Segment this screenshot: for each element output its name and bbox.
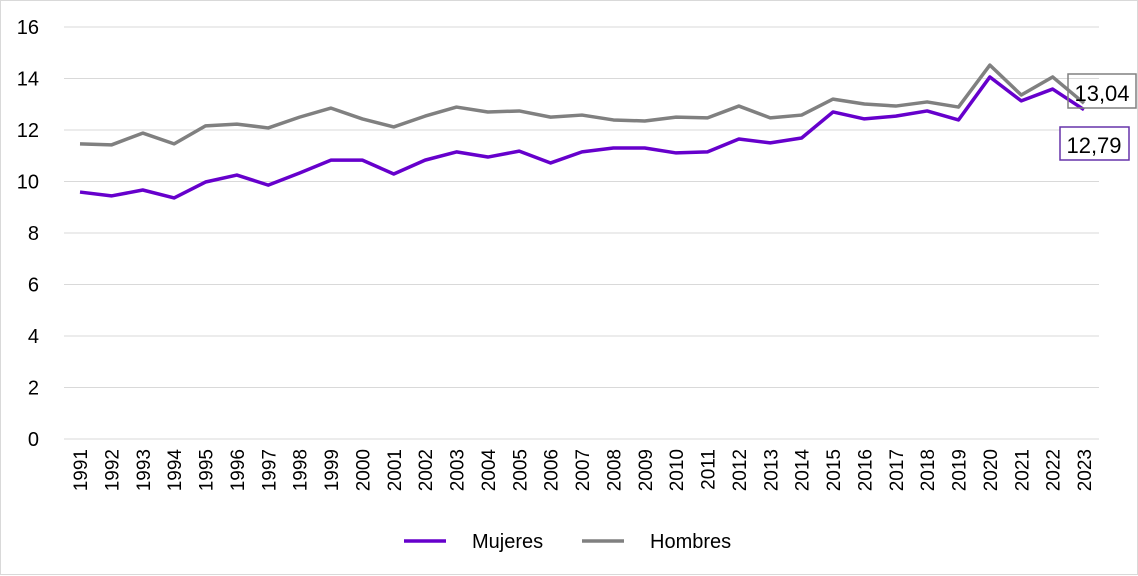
x-tick-label: 2010 <box>667 449 688 491</box>
x-tick-label: 1996 <box>228 449 249 491</box>
legend-label-mujeres: Mujeres <box>472 531 543 553</box>
x-tick-label: 2011 <box>699 449 720 490</box>
series-line-mujeres <box>79 75 1085 200</box>
x-tick-label: 2020 <box>981 449 1002 491</box>
y-tick-label: 0 <box>28 429 39 451</box>
x-tick-label: 2017 <box>887 449 908 491</box>
x-tick-label: 2018 <box>918 449 939 491</box>
x-tick-label: 2009 <box>636 449 657 491</box>
data-label-hombres: 13,04 <box>1074 81 1129 106</box>
x-tick-label: 2001 <box>385 449 406 491</box>
x-tick-label: 2019 <box>950 449 971 491</box>
x-tick-label: 2007 <box>573 449 594 491</box>
x-tick-label: 2023 <box>1075 449 1096 491</box>
x-tick-label: 2006 <box>542 449 563 491</box>
x-tick-label: 2016 <box>855 449 876 491</box>
x-tick-label: 1998 <box>291 449 312 491</box>
y-tick-label: 4 <box>28 326 39 348</box>
x-tick-label: 1995 <box>197 449 218 491</box>
x-tick-label: 1992 <box>102 449 123 491</box>
data-label-box <box>1059 126 1130 161</box>
x-tick-label: 2005 <box>510 449 531 491</box>
data-label-box <box>1067 73 1137 109</box>
x-tick-label: 1993 <box>134 449 155 491</box>
x-tick-label: 1994 <box>165 449 186 492</box>
x-tick-label: 2008 <box>604 449 625 491</box>
y-tick-label: 6 <box>28 275 39 297</box>
y-tick-label: 10 <box>17 172 39 194</box>
x-tick-label: 2002 <box>416 449 437 491</box>
y-tick-label: 16 <box>17 17 39 39</box>
x-tick-label: 2021 <box>1012 449 1033 491</box>
x-tick-label: 2014 <box>793 449 814 492</box>
x-tick-label: 1991 <box>71 449 92 491</box>
y-tick-label: 2 <box>28 378 39 400</box>
data-label-mujeres: 12,79 <box>1066 133 1121 158</box>
y-tick-label: 14 <box>17 69 39 91</box>
y-tick-label: 12 <box>17 120 39 142</box>
x-tick-label: 2015 <box>824 449 845 491</box>
x-tick-label: 2022 <box>1044 449 1065 491</box>
x-tick-label: 2012 <box>730 449 751 491</box>
legend-label-hombres: Hombres <box>650 531 731 553</box>
x-tick-label: 1999 <box>322 449 343 491</box>
x-tick-label: 2013 <box>761 449 782 491</box>
x-tick-label: 2003 <box>448 449 469 491</box>
y-tick-label: 8 <box>28 223 39 245</box>
x-tick-label: 2004 <box>479 449 500 492</box>
series-line-hombres <box>79 63 1086 147</box>
x-tick-label: 2000 <box>353 449 374 491</box>
x-tick-label: 1997 <box>259 449 280 491</box>
